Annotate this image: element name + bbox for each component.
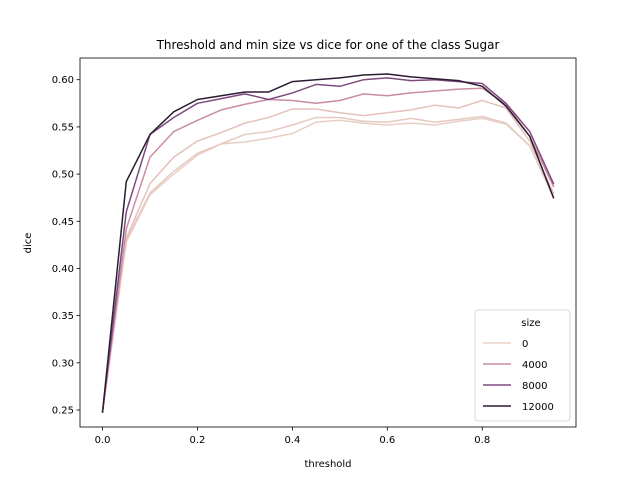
x-tick-label: 0.4 xyxy=(284,435,300,446)
legend-entry-label: 12000 xyxy=(522,402,554,413)
legend-title: size xyxy=(521,318,540,329)
y-tick-label: 0.50 xyxy=(52,170,74,181)
y-axis: 0.25 0.30 0.35 0.40 0.45 0.50 0.55 0.60 xyxy=(52,75,80,417)
series-line-5 xyxy=(101,73,555,413)
series-line-0 xyxy=(101,117,555,413)
y-tick-label: 0.30 xyxy=(52,358,74,369)
x-tick-label: 0.8 xyxy=(474,435,490,446)
series-line-3 xyxy=(101,87,555,413)
y-tick-label: 0.40 xyxy=(52,264,74,275)
y-tick-label: 0.35 xyxy=(52,311,74,322)
x-tick-label: 0.2 xyxy=(190,435,206,446)
series-line-1 xyxy=(101,115,555,413)
plot-frame xyxy=(79,57,577,428)
legend: size 0 4000 8000 12000 xyxy=(474,309,571,422)
y-tick-label: 0.45 xyxy=(52,217,74,228)
series-line-4 xyxy=(101,77,555,413)
x-tick-label: 0.6 xyxy=(379,435,395,446)
series-line-2 xyxy=(101,99,555,413)
plot-lines xyxy=(101,73,555,413)
x-axis-label: threshold xyxy=(304,459,351,470)
legend-entry-label: 4000 xyxy=(522,360,547,371)
legend-box xyxy=(474,309,571,422)
chart-title: Threshold and min size vs dice for one o… xyxy=(156,38,500,52)
y-tick-label: 0.60 xyxy=(52,75,74,86)
x-axis: 0.0 0.2 0.4 0.6 0.8 xyxy=(95,427,490,446)
y-tick-label: 0.25 xyxy=(52,406,74,417)
legend-entry-label: 8000 xyxy=(522,381,547,392)
x-tick-label: 0.0 xyxy=(95,435,111,446)
y-tick-label: 0.55 xyxy=(52,122,74,133)
y-axis-label: dice xyxy=(23,233,34,254)
legend-entry-label: 0 xyxy=(522,339,528,350)
